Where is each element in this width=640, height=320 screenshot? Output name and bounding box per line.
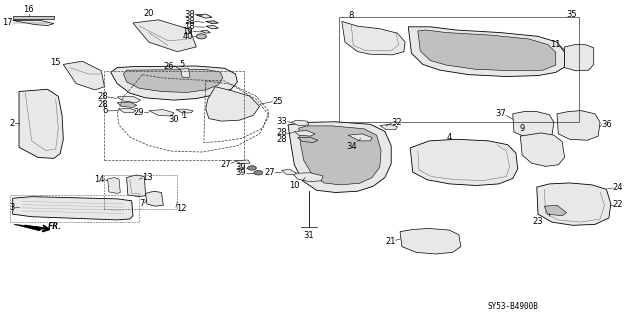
- Polygon shape: [201, 30, 210, 33]
- Text: 1: 1: [181, 111, 186, 120]
- Text: 35: 35: [566, 10, 577, 19]
- Polygon shape: [146, 191, 163, 206]
- Text: 20: 20: [143, 9, 154, 18]
- Text: 12: 12: [176, 204, 186, 213]
- Text: 38: 38: [184, 10, 195, 19]
- Circle shape: [254, 171, 262, 175]
- Polygon shape: [234, 160, 250, 164]
- Text: 22: 22: [612, 200, 623, 209]
- Polygon shape: [410, 139, 518, 186]
- Polygon shape: [176, 109, 193, 113]
- Text: 39: 39: [235, 163, 246, 172]
- Text: FR.: FR.: [47, 222, 61, 231]
- Polygon shape: [282, 170, 296, 175]
- Polygon shape: [408, 27, 564, 76]
- Polygon shape: [124, 69, 223, 92]
- Polygon shape: [196, 14, 212, 18]
- Polygon shape: [205, 26, 218, 29]
- Polygon shape: [557, 111, 600, 140]
- Text: 27: 27: [265, 168, 275, 177]
- Polygon shape: [108, 178, 120, 194]
- Polygon shape: [299, 126, 381, 185]
- Text: 38: 38: [184, 17, 195, 26]
- Text: 28: 28: [97, 100, 108, 109]
- Polygon shape: [564, 45, 594, 71]
- Circle shape: [248, 166, 257, 170]
- Text: 26: 26: [163, 61, 174, 70]
- Text: 6: 6: [102, 107, 108, 116]
- Text: 28: 28: [276, 128, 287, 137]
- Polygon shape: [294, 131, 316, 136]
- Polygon shape: [13, 20, 54, 26]
- Text: 31: 31: [303, 231, 314, 240]
- Text: 28: 28: [276, 135, 287, 144]
- Polygon shape: [119, 108, 136, 113]
- Text: 39: 39: [235, 168, 246, 177]
- Text: 16: 16: [23, 5, 34, 14]
- Text: 5: 5: [180, 60, 185, 69]
- Polygon shape: [537, 183, 611, 225]
- Polygon shape: [14, 224, 44, 231]
- Polygon shape: [117, 96, 141, 103]
- Text: 32: 32: [391, 118, 402, 127]
- Polygon shape: [342, 21, 405, 55]
- Polygon shape: [133, 20, 196, 52]
- Text: 8: 8: [349, 12, 354, 20]
- Polygon shape: [348, 134, 372, 141]
- Polygon shape: [180, 68, 190, 78]
- Polygon shape: [291, 120, 309, 125]
- Text: 29: 29: [133, 108, 144, 117]
- Polygon shape: [205, 87, 260, 121]
- Text: 33: 33: [276, 116, 287, 126]
- Polygon shape: [13, 16, 54, 19]
- Bar: [104, 175, 177, 209]
- Polygon shape: [545, 205, 566, 216]
- Text: 9: 9: [520, 124, 525, 133]
- Text: 36: 36: [602, 120, 612, 130]
- Text: 40: 40: [182, 32, 193, 41]
- Text: 15: 15: [50, 58, 60, 67]
- Text: 18: 18: [184, 22, 195, 31]
- Polygon shape: [380, 124, 397, 130]
- Text: 10: 10: [289, 181, 300, 190]
- Text: 30: 30: [169, 116, 179, 124]
- Text: 2: 2: [10, 119, 15, 128]
- Text: 7: 7: [139, 199, 145, 208]
- Text: 19: 19: [182, 27, 193, 36]
- Polygon shape: [292, 173, 323, 182]
- Text: 11: 11: [550, 40, 560, 49]
- Polygon shape: [117, 102, 137, 108]
- Text: 4: 4: [447, 132, 452, 141]
- Polygon shape: [298, 137, 318, 142]
- Text: 34: 34: [346, 142, 356, 151]
- Polygon shape: [400, 228, 461, 254]
- Text: SY53-B4900B: SY53-B4900B: [487, 302, 538, 311]
- Text: 24: 24: [612, 183, 623, 192]
- Text: 21: 21: [385, 237, 396, 246]
- Polygon shape: [63, 61, 104, 90]
- Text: 37: 37: [495, 109, 506, 118]
- Text: 27: 27: [220, 160, 231, 169]
- Polygon shape: [520, 133, 564, 166]
- Polygon shape: [111, 66, 237, 100]
- Polygon shape: [13, 197, 133, 220]
- Text: 17: 17: [2, 18, 13, 27]
- Text: 25: 25: [272, 97, 283, 106]
- Text: 3: 3: [10, 203, 15, 212]
- Bar: [10, 195, 140, 222]
- Polygon shape: [148, 110, 174, 116]
- Circle shape: [196, 34, 206, 39]
- Text: 14: 14: [94, 175, 104, 184]
- Text: 28: 28: [97, 92, 108, 101]
- Polygon shape: [418, 30, 556, 71]
- Polygon shape: [205, 21, 218, 24]
- Bar: [339, 17, 579, 122]
- Polygon shape: [513, 112, 554, 138]
- Text: 23: 23: [532, 217, 543, 226]
- Polygon shape: [127, 175, 146, 197]
- Polygon shape: [19, 89, 63, 158]
- Text: 13: 13: [143, 173, 153, 182]
- Bar: [104, 71, 244, 160]
- Polygon shape: [288, 122, 391, 193]
